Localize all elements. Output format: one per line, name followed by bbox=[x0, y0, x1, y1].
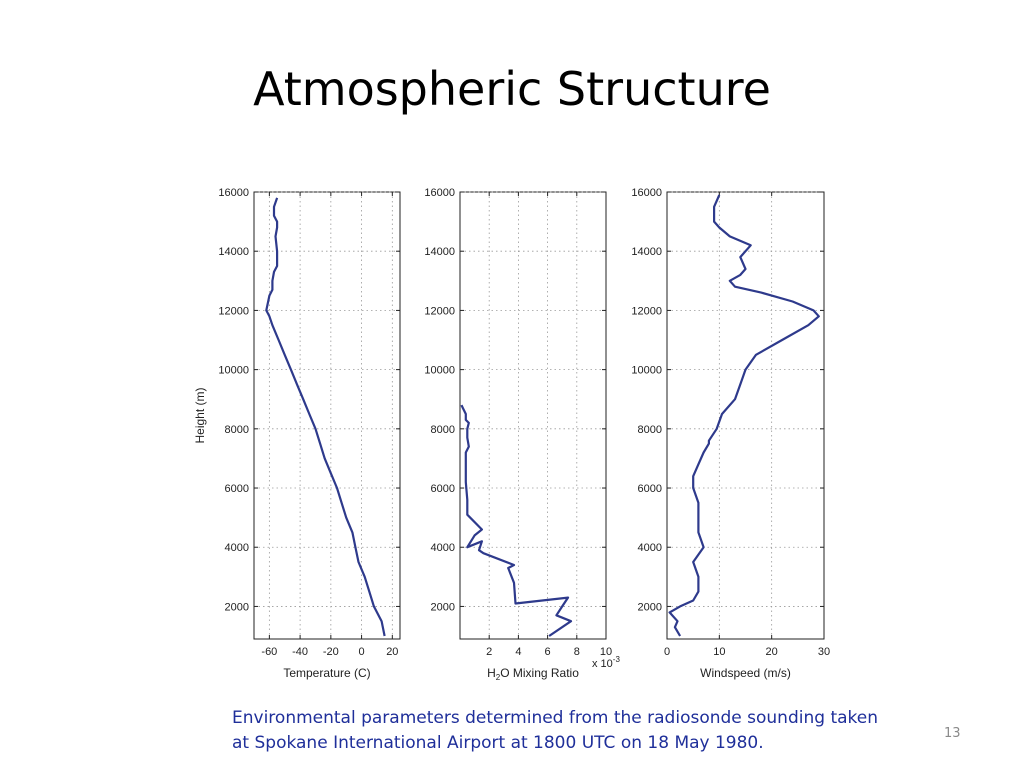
y-tick-label: 12000 bbox=[424, 305, 455, 317]
x-tick-label: 0 bbox=[664, 646, 670, 658]
y-tick-label: 8000 bbox=[431, 424, 455, 436]
chart-panel-3: 2000 4000 6000 8000 10000 12000 14000 16000 0 10 2… bbox=[631, 187, 830, 680]
y-tick-label: 16000 bbox=[631, 187, 662, 199]
y-tick-label: 4000 bbox=[431, 542, 455, 554]
x-tick-label: 10 bbox=[713, 646, 725, 658]
y-tick-label: 2000 bbox=[638, 601, 662, 613]
caption-line-1: Environmental parameters determined from… bbox=[232, 708, 878, 728]
page-number: 13 bbox=[944, 726, 961, 741]
x-axis-label: Temperature (C) bbox=[283, 666, 370, 680]
series-line bbox=[668, 194, 820, 637]
y-tick-label: 8000 bbox=[638, 424, 662, 436]
x-tick-label: 4 bbox=[515, 646, 521, 658]
y-tick-label: 4000 bbox=[638, 542, 662, 554]
x-tick-label: 2 bbox=[486, 646, 492, 658]
x-axis-label: H2O Mixing Ratio bbox=[487, 666, 579, 682]
x-tick-label: 30 bbox=[818, 646, 830, 658]
y-tick-label: 10000 bbox=[424, 365, 455, 377]
x-axis-label: Windspeed (m/s) bbox=[700, 666, 791, 680]
y-tick-label: 4000 bbox=[225, 542, 249, 554]
y-tick-label: 6000 bbox=[431, 483, 455, 495]
y-tick-label: 16000 bbox=[424, 187, 455, 199]
chart-panel-1: 2000 4000 6000 8000 10000 12000 14000 16000 -60 -… bbox=[193, 187, 401, 680]
y-tick-label: 14000 bbox=[218, 246, 249, 258]
plot-frame bbox=[253, 191, 401, 640]
plot-frame bbox=[666, 191, 825, 640]
y-tick-label: 6000 bbox=[225, 483, 249, 495]
x-tick-label: 20 bbox=[766, 646, 778, 658]
x-tick-label: -60 bbox=[261, 646, 277, 658]
x-tick-label: 10 bbox=[600, 646, 612, 658]
figure-caption: Environmental parameters determined from… bbox=[232, 706, 952, 756]
x-tick-label: 8 bbox=[574, 646, 580, 658]
sounding-figure: 200040006000800010000120001400016000-60-… bbox=[193, 187, 830, 682]
series-line bbox=[265, 197, 386, 637]
y-tick-label: 2000 bbox=[431, 601, 455, 613]
slide-title: Atmospheric Structure bbox=[253, 62, 771, 116]
y-tick-label: 16000 bbox=[218, 187, 249, 199]
series-line bbox=[460, 404, 573, 637]
x-tick-label: 0 bbox=[359, 646, 365, 658]
x-tick-label: 6 bbox=[545, 646, 551, 658]
y-tick-label: 10000 bbox=[218, 365, 249, 377]
y-tick-label: 10000 bbox=[631, 365, 662, 377]
x-tick-label: 20 bbox=[386, 646, 398, 658]
y-tick-label: 12000 bbox=[631, 305, 662, 317]
plot-frame bbox=[459, 191, 607, 640]
x-exponent-label: x 10-3 bbox=[592, 655, 620, 670]
y-tick-label: 2000 bbox=[225, 601, 249, 613]
caption-line-2: at Spokane International Airport at 1800… bbox=[232, 733, 764, 753]
y-tick-label: 8000 bbox=[225, 424, 249, 436]
y-tick-label: 14000 bbox=[424, 246, 455, 258]
y-axis-label: Height (m) bbox=[193, 387, 207, 443]
x-tick-label: -20 bbox=[323, 646, 339, 658]
x-tick-label: -40 bbox=[292, 646, 308, 658]
y-tick-label: 6000 bbox=[638, 483, 662, 495]
y-tick-label: 14000 bbox=[631, 246, 662, 258]
y-tick-label: 12000 bbox=[218, 305, 249, 317]
chart-panel-2: 2000 4000 6000 8000 10000 12000 14000 16000 2 4 6 8… bbox=[424, 187, 620, 682]
